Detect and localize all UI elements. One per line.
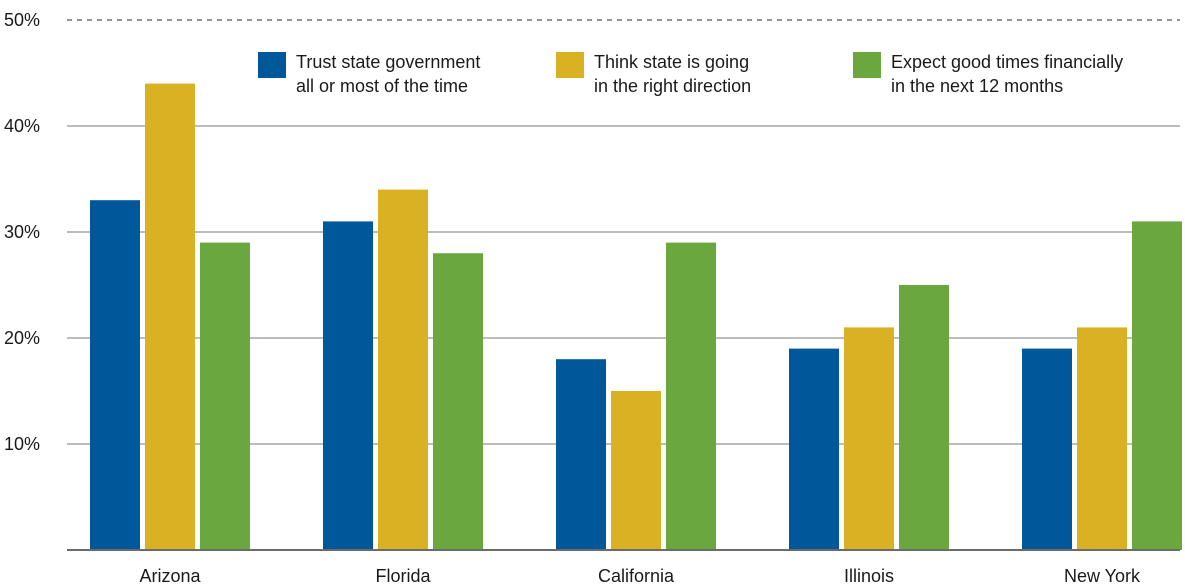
- bar-illinois-series-1: [789, 348, 839, 550]
- bar-arizona-series-1: [90, 200, 140, 550]
- legend: Trust state government all or most of th…: [0, 50, 1185, 110]
- bar-illinois-series-3: [899, 285, 949, 550]
- y-tick-label-30: 30%: [4, 222, 40, 242]
- axes: 10% 20% 30% 40% 50% Arizona Florida California I…: [4, 10, 1180, 584]
- y-tick-label-40: 40%: [4, 116, 40, 136]
- bar-new-york-series-3: [1132, 221, 1182, 550]
- bar-arizona-series-3: [200, 242, 250, 550]
- bar-illinois-series-2: [844, 327, 894, 550]
- bar-new-york-series-2: [1077, 327, 1127, 550]
- x-tick-label-florida: Florida: [375, 566, 431, 584]
- x-tick-label-california: California: [598, 566, 675, 584]
- bar-california-series-3: [666, 242, 716, 550]
- y-tick-label-50: 50%: [4, 10, 40, 30]
- x-tick-label-arizona: Arizona: [139, 566, 201, 584]
- bar-florida-series-2: [378, 189, 428, 550]
- bar-arizona-series-2: [145, 83, 195, 550]
- legend-swatch-good-times: [853, 52, 881, 78]
- bar-california-series-1: [556, 359, 606, 550]
- legend-swatch-trust-government: [258, 52, 286, 78]
- bar-new-york-series-1: [1022, 348, 1072, 550]
- legend-swatch-right-direction: [556, 52, 584, 78]
- legend-label-trust-government: Trust state government all or most of th…: [296, 52, 481, 96]
- legend-label-right-direction: Think state is going in the right direct…: [594, 52, 752, 96]
- legend-label-good-times: Expect good times financially in the nex…: [891, 52, 1124, 96]
- bars: [90, 83, 1182, 550]
- y-tick-label-20: 20%: [4, 328, 40, 348]
- bar-florida-series-3: [433, 253, 483, 550]
- x-tick-label-new-york: New York: [1064, 566, 1141, 584]
- x-tick-label-illinois: Illinois: [844, 566, 894, 584]
- bar-florida-series-1: [323, 221, 373, 550]
- y-tick-label-10: 10%: [4, 434, 40, 454]
- bar-california-series-2: [611, 391, 661, 550]
